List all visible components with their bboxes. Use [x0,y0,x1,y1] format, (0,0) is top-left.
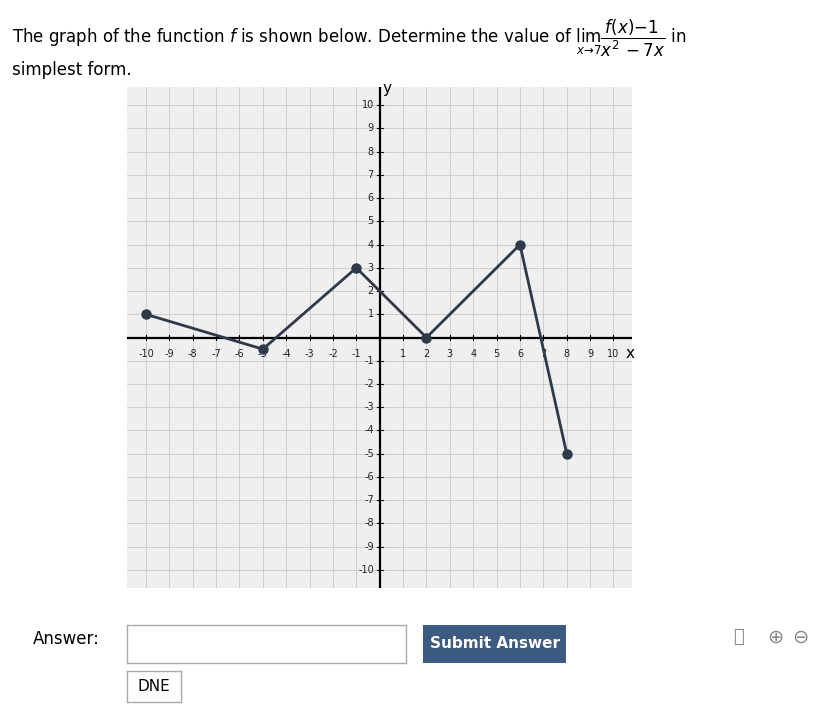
Text: 5: 5 [493,349,500,359]
Text: 7: 7 [540,349,547,359]
Text: x: x [626,347,635,361]
Text: -2: -2 [328,349,337,359]
Text: -5: -5 [365,448,374,458]
Text: 8: 8 [564,349,570,359]
Text: 2: 2 [424,349,429,359]
Text: 4: 4 [470,349,476,359]
Text: -7: -7 [211,349,221,359]
Text: Answer:: Answer: [33,630,99,648]
Text: -8: -8 [188,349,198,359]
Text: 1: 1 [400,349,406,359]
Text: -6: -6 [365,472,374,482]
Text: 3: 3 [447,349,453,359]
Text: -6: -6 [235,349,245,359]
Text: ⊕: ⊕ [768,627,784,646]
Text: -10: -10 [358,565,374,575]
Text: -2: -2 [365,379,374,389]
Text: 2: 2 [368,286,374,296]
Text: 9: 9 [587,349,593,359]
Text: -5: -5 [258,349,268,359]
Text: -9: -9 [164,349,174,359]
Text: 8: 8 [368,147,374,157]
Text: -1: -1 [351,349,361,359]
Text: Submit Answer: Submit Answer [429,636,560,651]
Text: 9: 9 [368,123,374,134]
Text: -1: -1 [365,356,374,366]
Text: 5: 5 [368,217,374,227]
Text: DNE: DNE [138,679,170,694]
Text: The graph of the function $f$ is shown below. Determine the value of $\lim_{x \t: The graph of the function $f$ is shown b… [12,18,686,59]
Text: 10: 10 [361,100,374,110]
Text: 3: 3 [368,263,374,273]
Text: -4: -4 [365,425,374,435]
Text: simplest form.: simplest form. [12,61,132,79]
Text: 4: 4 [368,240,374,250]
Text: -9: -9 [365,542,374,552]
Text: 🖮: 🖮 [733,628,745,645]
Text: 1: 1 [368,309,374,319]
Text: 6: 6 [368,193,374,203]
Text: 10: 10 [608,349,620,359]
Text: -8: -8 [365,518,374,529]
Text: -3: -3 [305,349,314,359]
Text: -10: -10 [138,349,154,359]
Text: -3: -3 [365,402,374,412]
Text: ⊖: ⊖ [792,627,809,646]
Text: 6: 6 [517,349,523,359]
Text: -7: -7 [365,495,374,505]
Text: -4: -4 [282,349,291,359]
Text: 7: 7 [368,170,374,180]
Text: y: y [383,82,392,97]
